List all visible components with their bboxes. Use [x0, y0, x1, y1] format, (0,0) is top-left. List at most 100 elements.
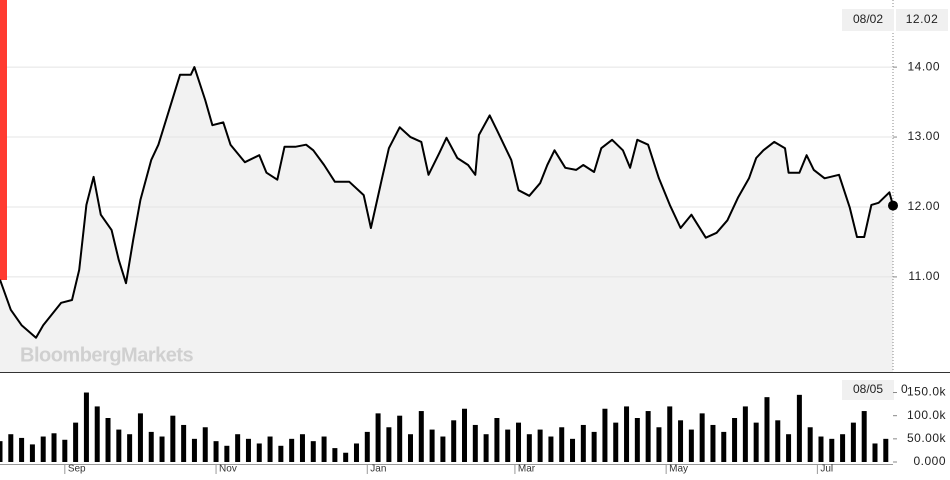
volume-bar [170, 415, 176, 462]
x-tick-label: Jan [370, 464, 386, 475]
volume-bar [418, 411, 424, 462]
last-date: 08/02 [853, 12, 883, 26]
volume-bar [429, 429, 435, 462]
volume-bar [807, 427, 813, 462]
volume-bar [516, 422, 522, 462]
volume-bar [137, 413, 143, 462]
x-tick-label: Mar [518, 464, 536, 475]
volume-bar [548, 436, 554, 462]
y-tick-label: 150.0k [907, 385, 947, 399]
volume-bar [19, 437, 25, 462]
volume-bar [570, 438, 576, 462]
volume-bar [678, 420, 684, 462]
volume-bar [299, 434, 305, 462]
volume-bar [235, 434, 241, 462]
volume-bar [699, 413, 705, 462]
volume-bar [105, 418, 111, 462]
volume-bar [127, 434, 133, 462]
date-box [842, 9, 894, 31]
volume-bar [775, 420, 781, 462]
volume-bar [602, 408, 608, 462]
volume-bar [721, 431, 727, 462]
volume-bar [742, 406, 748, 462]
volume-bar [51, 433, 57, 462]
volume-bar [710, 424, 716, 462]
volume-bar [624, 406, 630, 462]
x-tick-label: Jul [820, 464, 833, 475]
volume-bar [245, 438, 251, 462]
volume-bar [256, 443, 262, 462]
volume-bar [62, 439, 68, 462]
volume-bar [559, 427, 565, 462]
volume-bar [764, 397, 770, 462]
volume-bar [483, 434, 489, 462]
volume-bar [829, 438, 835, 462]
volume-bar [872, 443, 878, 462]
volume-bar [732, 418, 738, 462]
volume-bar [634, 418, 640, 462]
volume-bar [332, 448, 338, 462]
volume-bar [440, 436, 446, 462]
volume-bar [667, 406, 673, 462]
volume-bar [818, 436, 824, 462]
y-tick-label: 0.000 [913, 454, 946, 468]
volume-bar [397, 415, 403, 462]
volume-bar [591, 431, 597, 462]
volume-bar [688, 429, 694, 462]
last-price: 12.02 [906, 12, 939, 26]
volume-bar [191, 438, 197, 462]
volume-bar [451, 420, 457, 462]
volume-bar [786, 434, 792, 462]
last-point [888, 200, 898, 211]
volume-bar [94, 406, 100, 462]
volume-bar [353, 443, 359, 462]
last-date: 08/05 [853, 382, 883, 396]
volume-bar [472, 424, 478, 462]
x-tick-label: Nov [219, 464, 237, 475]
volume-bar [375, 413, 381, 462]
y-tick-label: 50.00k [907, 431, 947, 445]
volume-bar [505, 429, 511, 462]
volume-bar [267, 436, 273, 462]
volume-bar [202, 427, 208, 462]
last-volume: 0 [901, 382, 908, 396]
watermark: BloombergMarkets [20, 344, 194, 366]
volume-bar [580, 424, 586, 462]
volume-bar [613, 422, 619, 462]
volume-bar [494, 418, 500, 462]
volume-bar [278, 445, 284, 462]
volume-bar [0, 441, 3, 462]
price-area [0, 67, 893, 372]
y-tick-label: 12.00 [907, 199, 940, 213]
y-tick-label: 13.00 [907, 129, 940, 143]
volume-bar [8, 434, 14, 462]
volume-bar [526, 434, 532, 462]
y-tick-label: 11.00 [908, 269, 940, 283]
volume-bar [83, 392, 89, 462]
volume-bar [537, 429, 543, 462]
y-tick-label: 100.0k [907, 408, 947, 422]
price-box [896, 9, 948, 31]
volume-bar [224, 445, 230, 462]
date-box [842, 380, 894, 400]
volume-bar [386, 427, 392, 462]
volume-bar [407, 434, 413, 462]
volume-bar [850, 422, 856, 462]
volume-bar [289, 438, 295, 462]
range-marker [0, 0, 7, 280]
volume-bar [116, 429, 122, 462]
volume-bar [753, 422, 759, 462]
y-tick-label: 14.00 [907, 59, 940, 73]
volume-bar [29, 444, 35, 462]
volume-bar [462, 408, 468, 462]
volume-bar [73, 422, 79, 462]
volume-bar [883, 438, 889, 462]
volume-bar [796, 394, 802, 462]
volume-bar [343, 452, 349, 462]
volume-bar [321, 436, 327, 462]
volume-bar [40, 436, 46, 462]
volume-box [896, 380, 950, 400]
volume-bar [181, 424, 187, 462]
volume-bar [159, 436, 165, 462]
x-tick-label: Sep [68, 464, 86, 475]
